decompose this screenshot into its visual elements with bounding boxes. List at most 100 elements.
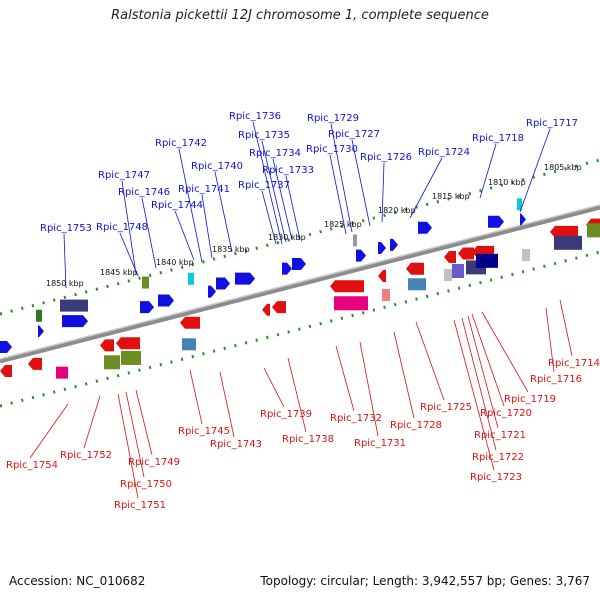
gene-label: Rpic_1717	[526, 118, 578, 129]
gene-label: Rpic_1746	[118, 187, 170, 198]
forward-gene-feature	[0, 341, 12, 353]
scale-label: 1810 kbp	[488, 178, 526, 187]
gene-block-cyan	[517, 198, 522, 211]
label-leader-line	[415, 321, 445, 401]
gene-label: Rpic_1720	[480, 408, 532, 419]
gene-label: Rpic_1754	[6, 460, 58, 471]
label-leader-line	[471, 313, 505, 407]
gene-label: Rpic_1750	[120, 479, 172, 490]
backbone-line	[0, 204, 600, 364]
reverse-gene-feature	[458, 247, 474, 260]
forward-gene-feature	[356, 249, 366, 262]
scale-label: 1820 kbp	[378, 206, 416, 215]
label-leader-line	[261, 190, 277, 245]
label-leader-line	[117, 393, 139, 499]
forward-gene-feature	[282, 262, 292, 275]
label-leader-line	[201, 194, 213, 259]
gene-block-magenta	[56, 366, 68, 379]
accession-text: Accession: NC_010682	[9, 574, 146, 588]
forward-gene-feature	[520, 213, 526, 226]
reverse-gene-feature	[28, 357, 42, 370]
label-leader-line	[359, 341, 379, 437]
map-title: Ralstonia pickettii 12J chromosome 1, co…	[111, 8, 489, 23]
gene-label: Rpic_1745	[178, 426, 230, 437]
label-leader-line	[479, 143, 497, 199]
forward-gene-feature	[208, 285, 216, 298]
label-leader-line	[409, 157, 443, 219]
gene-block-olive	[587, 223, 600, 238]
reverse-gene-feature	[116, 337, 140, 350]
scale-label: 1805 kbp	[544, 163, 582, 172]
gene-label: Rpic_1728	[390, 420, 442, 431]
gene-block-navy	[476, 253, 498, 268]
gene-label: Rpic_1734	[249, 148, 301, 159]
forward-gene-labels: Rpic_1717Rpic_1718Rpic_1724Rpic_1726Rpic…	[40, 111, 578, 234]
label-leader-line	[329, 154, 347, 235]
label-leader-line	[119, 232, 139, 277]
label-leader-line	[29, 403, 69, 459]
gene-label: Rpic_1721	[474, 430, 526, 441]
gene-label: Rpic_1725	[420, 402, 472, 413]
gene-block-steelblue	[408, 278, 426, 291]
gene-block-slate	[452, 263, 464, 278]
gene-label: Rpic_1723	[470, 472, 522, 483]
forward-gene-feature	[418, 221, 432, 234]
gene-block-olive	[121, 350, 141, 365]
forward-gene-feature	[158, 294, 174, 307]
reverse-gene-feature	[406, 262, 424, 275]
gene-label: Rpic_1735	[238, 130, 290, 141]
label-leader-line	[178, 148, 203, 263]
gene-label: Rpic_1747	[98, 170, 150, 181]
label-leader-line	[287, 357, 307, 433]
forward-gene-feature	[38, 325, 44, 338]
gene-label: Rpic_1739	[260, 409, 312, 420]
label-leader-line	[141, 197, 157, 269]
label-leader-line	[330, 123, 353, 233]
gene-label: Rpic_1753	[40, 223, 92, 234]
scale-label: 1850 kbp	[46, 279, 84, 288]
gene-block-grey	[353, 234, 357, 247]
gene-label: Rpic_1726	[360, 152, 412, 163]
gene-label: Rpic_1714	[548, 358, 600, 369]
label-leader-line	[219, 371, 235, 438]
backbone-highlight	[0, 204, 600, 360]
gene-label: Rpic_1738	[282, 434, 334, 445]
label-leader-line	[559, 299, 573, 357]
label-leader-line	[189, 369, 203, 425]
reverse-gene-feature	[262, 303, 270, 316]
label-leaders	[29, 121, 573, 499]
forward-gene-feature	[62, 315, 88, 328]
gene-label: Rpic_1749	[128, 457, 180, 468]
gene-block-pink	[382, 288, 390, 301]
reverse-gene-feature	[550, 225, 578, 238]
gene-block-olive	[142, 276, 149, 289]
gene-label: Rpic_1742	[155, 138, 207, 149]
scale-label: 1835 kbp	[212, 245, 250, 254]
reverse-gene-labels: Rpic_1714 Rpic_1716 Rpic_1719 Rpic_1720 Rpic…	[6, 358, 600, 511]
label-leader-line	[83, 395, 101, 449]
gene-label: Rpic_1729	[307, 113, 359, 124]
label-leader-line	[121, 180, 137, 275]
label-leader-line	[135, 389, 153, 456]
gene-block-magenta	[334, 296, 368, 311]
forward-gene-feature	[390, 238, 398, 251]
label-leader-line	[125, 391, 145, 478]
label-leader-line	[467, 315, 499, 429]
label-leader-line	[272, 158, 293, 241]
gene-label: Rpic_1743	[210, 439, 262, 450]
reverse-gene-feature	[444, 251, 456, 264]
label-leader-line	[381, 162, 385, 223]
gene-block-olive	[104, 355, 120, 370]
label-leader-line	[453, 319, 495, 471]
gene-block-silver	[444, 269, 452, 282]
label-leader-line	[285, 175, 301, 241]
scale-label: 1840 kbp	[156, 258, 194, 267]
gene-label: Rpic_1741	[178, 184, 230, 195]
gene-label: Rpic_1748	[96, 222, 148, 233]
label-leader-line	[335, 345, 355, 412]
scale-labels: 1805 kbp 1810 kbp 1815 kbp 1820 kbp 1825 kbp…	[46, 163, 582, 288]
reverse-gene-feature	[0, 365, 12, 377]
forward-gene-feature	[488, 215, 504, 228]
forward-gene-feature	[292, 258, 306, 271]
label-leader-line	[214, 171, 233, 253]
